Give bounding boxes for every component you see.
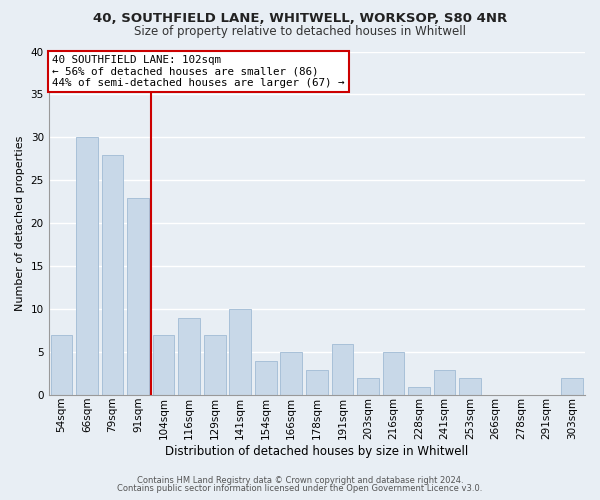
Text: Size of property relative to detached houses in Whitwell: Size of property relative to detached ho… <box>134 25 466 38</box>
Bar <box>101 154 124 396</box>
Bar <box>332 344 353 396</box>
X-axis label: Distribution of detached houses by size in Whitwell: Distribution of detached houses by size … <box>165 444 469 458</box>
Bar <box>127 198 149 396</box>
Bar <box>408 387 430 396</box>
Bar <box>280 352 302 396</box>
Bar <box>306 370 328 396</box>
Bar <box>178 318 200 396</box>
Bar <box>459 378 481 396</box>
Bar <box>76 138 98 396</box>
Bar <box>50 335 72 396</box>
Bar <box>204 335 226 396</box>
Bar <box>153 335 175 396</box>
Text: 40 SOUTHFIELD LANE: 102sqm
← 56% of detached houses are smaller (86)
44% of semi: 40 SOUTHFIELD LANE: 102sqm ← 56% of deta… <box>52 55 345 88</box>
Text: 40, SOUTHFIELD LANE, WHITWELL, WORKSOP, S80 4NR: 40, SOUTHFIELD LANE, WHITWELL, WORKSOP, … <box>93 12 507 26</box>
Bar <box>434 370 455 396</box>
Bar <box>357 378 379 396</box>
Bar <box>255 361 277 396</box>
Bar <box>562 378 583 396</box>
Y-axis label: Number of detached properties: Number of detached properties <box>15 136 25 311</box>
Bar <box>383 352 404 396</box>
Text: Contains HM Land Registry data © Crown copyright and database right 2024.: Contains HM Land Registry data © Crown c… <box>137 476 463 485</box>
Bar <box>229 310 251 396</box>
Text: Contains public sector information licensed under the Open Government Licence v3: Contains public sector information licen… <box>118 484 482 493</box>
